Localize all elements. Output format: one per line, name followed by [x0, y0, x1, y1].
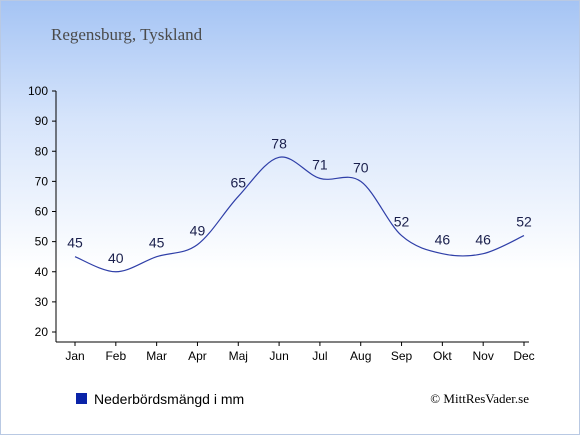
- data-label: 45: [149, 235, 165, 251]
- y-tick-label: 70: [35, 174, 49, 188]
- y-tick-label: 40: [35, 265, 49, 279]
- y-tick-label: 50: [35, 235, 49, 249]
- legend-label: Nederbördsmängd i mm: [94, 391, 244, 407]
- data-label: 46: [435, 232, 451, 248]
- x-tick-label: Dec: [513, 349, 534, 363]
- data-labels: 45 40 45 49 65 78 71 70 52 46 46 52: [67, 135, 532, 265]
- y-tick-label: 80: [35, 144, 49, 158]
- data-label: 46: [475, 232, 491, 248]
- data-label: 65: [230, 174, 246, 190]
- x-tick-label: Jan: [65, 349, 84, 363]
- x-tick-label: Jun: [269, 349, 288, 363]
- x-tick-label: Okt: [433, 349, 452, 363]
- y-tick-label: 100: [28, 84, 48, 98]
- data-label: 71: [312, 156, 328, 172]
- x-tick-label: Feb: [105, 349, 126, 363]
- x-tick-label: Apr: [188, 349, 207, 363]
- y-tick-label: 30: [35, 295, 49, 309]
- y-tick-label: 60: [35, 205, 49, 219]
- x-tick-label: Jul: [312, 349, 327, 363]
- axes: 20 30 40 50 60 70 80 90 100 Jan Feb Mar Apr Maj Jun Jul…: [28, 84, 535, 363]
- x-tick-label: Nov: [473, 349, 494, 363]
- data-label: 40: [108, 250, 124, 266]
- x-tick-label: Sep: [391, 349, 413, 363]
- data-label: 70: [353, 159, 369, 175]
- chart-title: Regensburg, Tyskland: [51, 25, 203, 44]
- data-label: 45: [67, 235, 83, 251]
- series-line: [74, 156, 525, 273]
- data-label: 52: [394, 214, 410, 230]
- y-tick-label: 90: [35, 114, 49, 128]
- y-tick-label: 20: [35, 325, 49, 339]
- series-group: [74, 156, 525, 273]
- x-tick-label: Mar: [146, 349, 167, 363]
- data-label: 78: [271, 135, 287, 151]
- data-label: 49: [190, 223, 206, 239]
- x-tick-label: Aug: [350, 349, 371, 363]
- legend-swatch: [76, 393, 87, 404]
- credit-text: © MittResVader.se: [430, 391, 529, 406]
- x-tick-label: Maj: [229, 349, 248, 363]
- data-label: 52: [516, 214, 532, 230]
